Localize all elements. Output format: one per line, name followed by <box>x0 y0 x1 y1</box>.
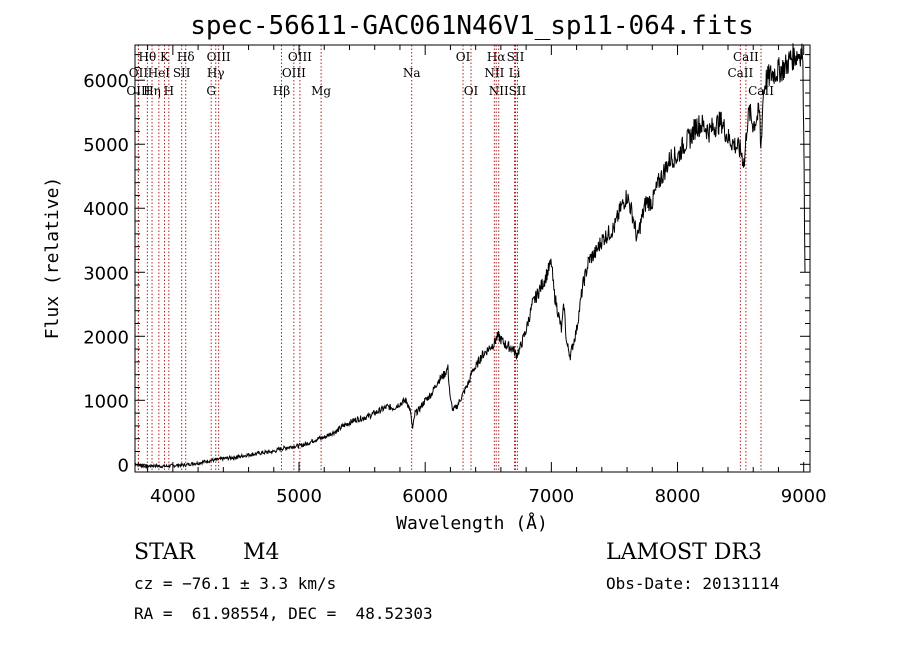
spectral-line-label: OIII <box>207 50 231 64</box>
spectral-line-label: OI <box>464 84 479 98</box>
spectral-line-label: Hγ <box>207 66 225 80</box>
spectral-line-label: NII <box>489 84 509 98</box>
x-tick-label: 8000 <box>655 486 701 507</box>
spectral-line-label: G <box>206 84 216 98</box>
x-tick-label: 6000 <box>402 486 448 507</box>
spectral-line-label: OIII <box>288 50 312 64</box>
spectral-line-label: Hα <box>487 50 506 64</box>
x-tick-label: 9000 <box>781 486 827 507</box>
spectrum-line <box>134 43 806 470</box>
spectral-line-label: OI <box>456 50 471 64</box>
spectral-line-label: NII <box>484 66 504 80</box>
spectral-line-label: Na <box>403 66 421 80</box>
y-tick-label: 5000 <box>83 135 129 156</box>
subclass-label: M4 <box>243 540 280 565</box>
x-axis-label: Wavelength (Å) <box>396 512 548 534</box>
x-tick-label: 5000 <box>276 486 322 507</box>
plot-frame <box>134 44 811 473</box>
spectral-line-label: SII <box>173 66 191 80</box>
class-label: STAR <box>134 540 195 565</box>
chart-title: spec-56611-GAC061N46V1_sp11-064.fits <box>190 11 754 41</box>
y-tick-label: 4000 <box>83 199 129 220</box>
spectral-line-label: OIII <box>126 84 150 98</box>
spectral-line-label: HeI <box>148 66 171 80</box>
x-tick-label: 4000 <box>150 486 196 507</box>
spectral-line-label: Hη <box>143 84 161 98</box>
spectral-line-label: CaII <box>733 50 759 64</box>
y-axis: 0 1000 2000 3000 4000 5000 6000 <box>83 54 810 476</box>
y-tick-label: 0 <box>118 455 129 476</box>
y-axis-label: Flux (relative) <box>42 177 63 340</box>
spectral-line-label: K <box>160 50 170 64</box>
y-tick-label: 1000 <box>83 391 129 412</box>
spectral-line-label: SII <box>507 50 525 64</box>
survey-label: LAMOST DR3 <box>606 540 762 565</box>
spectral-line-label: Li <box>509 66 521 80</box>
spectral-line-label: H <box>164 84 174 98</box>
spectral-line-label: Hθ <box>139 50 157 64</box>
y-tick-label: 3000 <box>83 263 129 284</box>
obs-date-text: Obs-Date: 20131114 <box>606 574 780 593</box>
redshift-text: cz = −76.1 ± 3.3 km/s <box>134 574 337 593</box>
y-tick-label: 2000 <box>83 327 129 348</box>
spectral-line-label: CaII <box>748 84 774 98</box>
spectral-line-label: CaII <box>727 66 753 80</box>
spectral-line-label: Mg <box>311 84 331 98</box>
spectral-line-label: SII <box>509 84 527 98</box>
spectral-line-label: Hδ <box>177 50 195 64</box>
spectral-line-label: Hβ <box>273 84 290 98</box>
x-tick-label: 7000 <box>528 486 574 507</box>
coords-text: RA = 61.98554, DEC = 48.52303 <box>134 604 433 623</box>
y-tick-label: 6000 <box>83 71 129 92</box>
spectral-line-label: OIII <box>282 66 306 80</box>
x-axis: 4000 5000 6000 7000 8000 9000 <box>147 45 827 507</box>
